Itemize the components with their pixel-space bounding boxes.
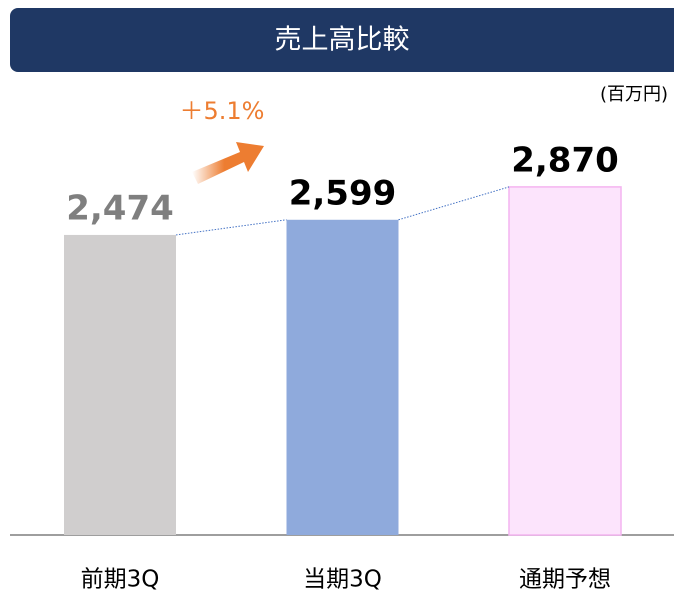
title-banner (10, 8, 674, 72)
connector-line (398, 186, 510, 221)
growth-annotation: ＋5.1% (180, 97, 265, 125)
x-tick-label: 通期予想 (519, 567, 611, 593)
value-label: 2,474 (66, 188, 174, 228)
x-tick-label: 当期3Q (303, 567, 382, 593)
chart-title: 売上高比較 (275, 25, 410, 56)
value-label: 2,870 (511, 140, 619, 180)
value-label: 2,599 (289, 173, 397, 213)
connector-line (175, 219, 287, 236)
bar (286, 219, 399, 535)
x-tick-label: 前期3Q (81, 567, 160, 593)
bar (508, 186, 622, 536)
unit-label: (百万円) (600, 84, 668, 105)
growth-arrow (192, 142, 264, 184)
bar (64, 234, 176, 535)
